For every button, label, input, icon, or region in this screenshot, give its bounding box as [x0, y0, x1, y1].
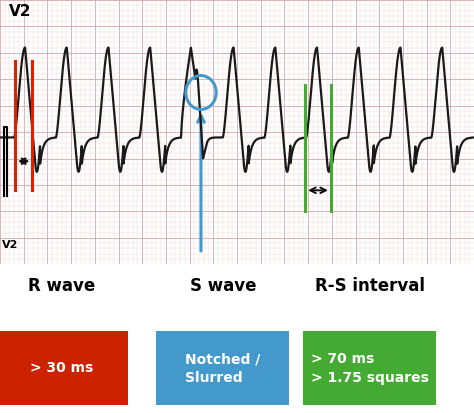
- Text: R wave: R wave: [28, 277, 95, 295]
- Text: > 30 ms: > 30 ms: [30, 361, 93, 375]
- Text: V2: V2: [9, 4, 31, 19]
- Text: Notched /
Slurred: Notched / Slurred: [185, 352, 261, 385]
- FancyBboxPatch shape: [0, 331, 128, 406]
- FancyBboxPatch shape: [156, 331, 289, 406]
- Text: R-S interval: R-S interval: [315, 277, 425, 295]
- Text: S wave: S wave: [190, 277, 256, 295]
- FancyBboxPatch shape: [303, 331, 436, 406]
- Text: V2: V2: [2, 240, 19, 250]
- Text: > 70 ms
> 1.75 squares: > 70 ms > 1.75 squares: [311, 352, 428, 385]
